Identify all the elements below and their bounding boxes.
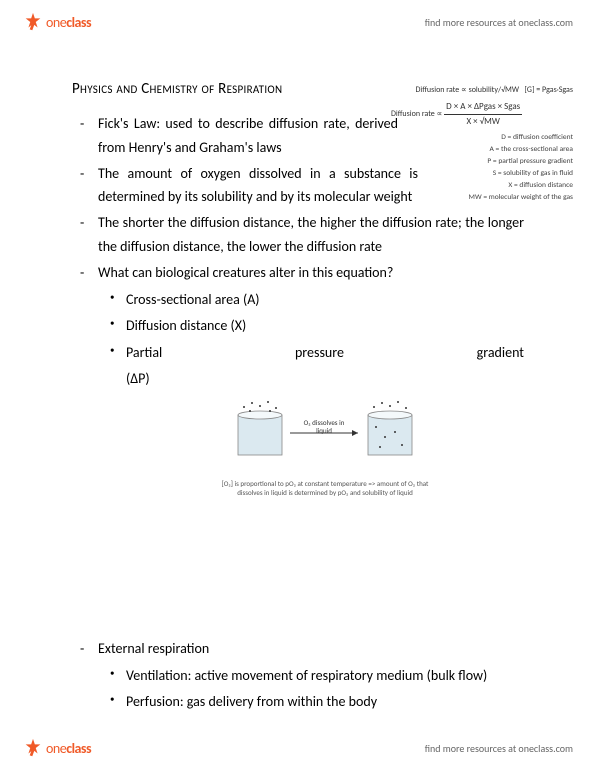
eq-concentration: [G] = Pgas·Sgas [524, 85, 573, 95]
bullet-text: Fick's Law: used to describe diffusion r… [98, 112, 398, 160]
sub-gradient: Partial pressure gradient (ΔP) [126, 340, 524, 497]
bullet-text: What can biological creatures alter in t… [98, 264, 393, 281]
header-tagline: find more resources at oneclass.com [425, 16, 573, 29]
logo-text-footer: oneclass [46, 740, 91, 757]
sub-ventilation: Ventilation: active movement of respirat… [126, 663, 524, 690]
beaker-diagram-icon: O₂ dissolves in liquid [220, 397, 430, 467]
page-title: Physics and Chemistry of Respiration [72, 80, 524, 98]
pencil-star-icon [22, 11, 44, 33]
bullet-bio-alter: What can biological creatures alter in t… [98, 261, 524, 497]
logo-text: oneclass [46, 14, 91, 31]
sub-gradient-w2: pressure [295, 340, 344, 367]
external-respiration-list: External respiration Ventilation: active… [72, 637, 524, 716]
bullet-external-respiration: External respiration Ventilation: active… [98, 637, 524, 716]
page-footer: oneclass find more resources at oneclass… [0, 734, 595, 762]
sub-perfusion: Perfusion: gas delivery from within the … [126, 689, 524, 716]
brand-logo-footer: oneclass [22, 737, 91, 759]
bullet-oxygen-dissolved: The amount of oxygen dissolved in a subs… [98, 162, 524, 210]
footer-tagline: find more resources at oneclass.com [425, 742, 573, 755]
pencil-star-icon [22, 737, 44, 759]
bullet-ficks-law: Fick's Law: used to describe diffusion r… [98, 112, 524, 160]
beaker-figure: O₂ dissolves in liquid [O₂] is proportio… [220, 397, 430, 497]
bullet-text: The amount of oxygen dissolved in a subs… [98, 162, 418, 210]
sub-gradient-w1: Partial [126, 340, 162, 367]
sub-area: Cross-sectional area (A) [126, 287, 524, 314]
brand-logo: oneclass [22, 11, 91, 33]
sub-distance: Diffusion distance (X) [126, 313, 524, 340]
bullet-diffusion-distance: The shorter the diffusion distance, the … [98, 211, 524, 259]
svg-text:liquid: liquid [316, 426, 332, 435]
bullet-text: External respiration [98, 640, 209, 657]
vertical-spacer [72, 499, 524, 619]
sub-list-external: Ventilation: active movement of respirat… [98, 663, 524, 716]
page-header: oneclass find more resources at oneclass… [0, 8, 595, 36]
sub-gradient-w3: gradient [477, 340, 524, 367]
figure-caption: [O₂] is proportional to pO₂ at constant … [220, 479, 430, 497]
document-body: Physics and Chemistry of Respiration Fic… [72, 80, 524, 718]
main-bullet-list: Fick's Law: used to describe diffusion r… [72, 112, 524, 497]
sub-gradient-delta: (ΔP) [126, 366, 524, 393]
sub-list-alter: Cross-sectional area (A) Diffusion dista… [98, 287, 524, 497]
